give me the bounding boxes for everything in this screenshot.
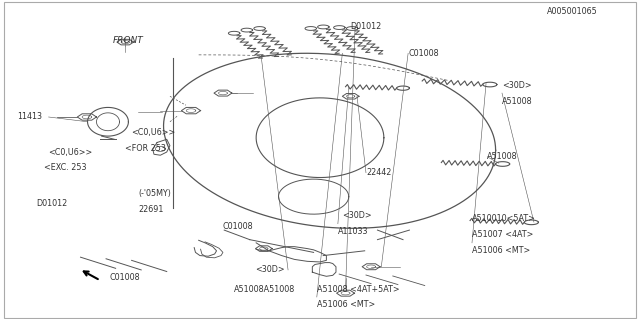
Text: <C0,U6>>: <C0,U6>> bbox=[132, 128, 176, 137]
Text: (-'05MY): (-'05MY) bbox=[138, 189, 171, 198]
Text: A51008: A51008 bbox=[487, 152, 518, 161]
Text: FRONT: FRONT bbox=[113, 36, 143, 45]
Text: 11413: 11413 bbox=[17, 113, 42, 122]
Text: <30D>: <30D> bbox=[342, 211, 372, 220]
Text: C01008: C01008 bbox=[110, 273, 141, 282]
Text: A51008: A51008 bbox=[502, 97, 532, 106]
Text: <C0,U6>>: <C0,U6>> bbox=[49, 148, 93, 156]
Text: <EXC. 253: <EXC. 253 bbox=[44, 164, 86, 172]
Text: A51007 <4AT>: A51007 <4AT> bbox=[472, 230, 533, 239]
Text: A51006 <MT>: A51006 <MT> bbox=[317, 300, 375, 309]
Text: <30D>: <30D> bbox=[502, 81, 532, 90]
Text: D01012: D01012 bbox=[36, 198, 67, 207]
Text: A51008A51008: A51008A51008 bbox=[234, 284, 295, 293]
Text: <30D>: <30D> bbox=[255, 265, 285, 275]
Text: A510010<5AT>: A510010<5AT> bbox=[472, 214, 536, 223]
Text: A51008 <4AT+5AT>: A51008 <4AT+5AT> bbox=[317, 284, 399, 293]
Text: <FOR 253: <FOR 253 bbox=[125, 144, 166, 153]
Text: D01012: D01012 bbox=[350, 22, 381, 31]
Text: C01008: C01008 bbox=[223, 222, 253, 231]
Text: A005001065: A005001065 bbox=[547, 7, 598, 16]
Text: A51006 <MT>: A51006 <MT> bbox=[472, 246, 530, 255]
Text: 22691: 22691 bbox=[138, 205, 163, 214]
Text: 22442: 22442 bbox=[366, 168, 391, 177]
Text: C01008: C01008 bbox=[408, 49, 439, 58]
Text: A11033: A11033 bbox=[338, 227, 369, 236]
